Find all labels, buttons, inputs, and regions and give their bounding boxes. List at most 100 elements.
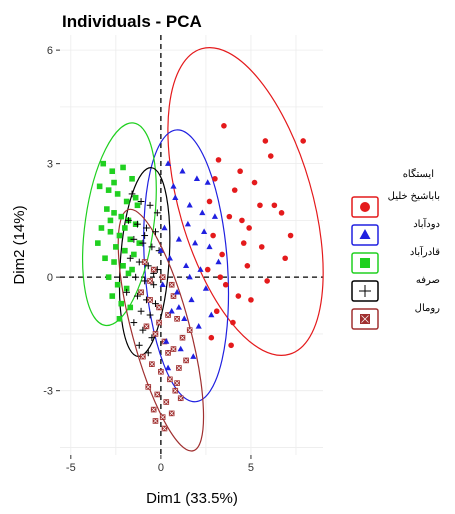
point-series-2-27 (170, 182, 177, 189)
point-series-1-28-shape (208, 334, 215, 341)
point-series-3-11 (111, 210, 117, 216)
point-series-2-22 (181, 315, 188, 322)
legend-marker-4 (359, 285, 371, 297)
point-series-1-17 (210, 232, 216, 239)
point-series-1-7 (251, 179, 258, 186)
point-series-1-29-shape (248, 297, 254, 303)
point-series-5-10-shape-x2 (144, 324, 149, 329)
point-series-2-1-shape (165, 160, 172, 166)
plot-panel (60, 35, 323, 455)
point-series-1-8 (212, 175, 218, 182)
x-axis-label: Dim1 (33.5%) (146, 490, 238, 507)
point-series-3-23-shape (102, 255, 108, 262)
point-series-4-25 (146, 311, 154, 319)
point-series-1-16-shape (271, 202, 278, 209)
point-series-3-16-shape (107, 228, 114, 235)
point-series-4-26 (130, 319, 138, 326)
point-series-4-1 (128, 190, 136, 198)
point-series-5-35-shape-x2 (171, 293, 176, 299)
point-series-4-2 (137, 198, 145, 205)
point-series-2-19 (188, 296, 195, 303)
point-series-5-15 (140, 353, 146, 360)
point-series-3-8 (123, 198, 130, 205)
point-series-2-9-shape (161, 224, 168, 231)
point-series-3-28-shape (114, 281, 121, 288)
point-series-1-12 (287, 232, 294, 239)
point-series-2-6 (186, 201, 193, 208)
point-series-5-17 (158, 368, 164, 375)
point-series-1-18-shape (240, 240, 247, 246)
point-series-2-5 (172, 194, 179, 200)
point-series-1-24 (235, 293, 242, 299)
point-series-4-11 (148, 243, 156, 251)
point-series-3-18-shape (127, 236, 134, 243)
x-tick-label: -5 (66, 462, 76, 474)
point-series-2-6-shape (186, 201, 193, 208)
data-points (95, 123, 306, 432)
point-series-3-38 (116, 315, 123, 322)
point-series-3-7-shape (114, 191, 121, 197)
point-series-2-8 (211, 213, 218, 219)
point-series-5-20 (145, 384, 152, 390)
point-series-2-12-shape (206, 243, 213, 250)
point-series-3-38-shape (116, 315, 123, 322)
point-series-3-35 (122, 225, 128, 231)
point-series-2-15-shape (197, 266, 204, 272)
point-series-1-19-shape (258, 244, 265, 250)
point-series-3-16 (107, 228, 114, 235)
point-series-1-6-shape (237, 168, 243, 175)
point-series-2-23 (195, 322, 202, 329)
point-series-5-25 (159, 414, 166, 420)
point-series-2-34-shape (165, 364, 172, 371)
point-series-5-14-shape-x2 (180, 335, 185, 340)
point-series-3-35-shape (122, 225, 128, 231)
point-series-1-23-shape (222, 281, 229, 288)
point-series-3-26 (129, 266, 135, 273)
point-series-3-4 (129, 175, 135, 182)
point-series-3-34 (95, 240, 101, 246)
point-series-3-24-shape (111, 259, 117, 265)
point-series-4-20 (123, 288, 131, 296)
point-series-5-8 (165, 312, 171, 318)
point-series-3-40 (111, 179, 117, 186)
point-series-5-19-shape-x2 (176, 365, 182, 371)
point-series-5-20-shape-x2 (146, 384, 151, 390)
point-series-1-33-shape (228, 342, 234, 349)
point-series-2-1 (165, 160, 172, 166)
point-series-5-23 (172, 387, 179, 394)
y-tick-label: -3 (43, 386, 53, 398)
point-series-5-34-shape-x2 (153, 418, 158, 424)
point-series-2-20 (202, 285, 209, 291)
x-tick-label: 5 (248, 462, 254, 474)
point-series-2-30-shape (157, 247, 164, 253)
legend-marker-1 (360, 202, 370, 212)
point-series-4-9 (130, 235, 138, 243)
point-series-2-27-shape (170, 182, 177, 189)
point-series-5-29-shape-x2 (156, 320, 162, 325)
point-series-3-9-shape (134, 202, 141, 209)
point-series-3-24 (111, 259, 117, 265)
point-series-1-20 (219, 251, 225, 258)
point-series-1-6 (237, 168, 243, 175)
point-series-3-2-shape (109, 168, 116, 175)
point-series-4-3 (146, 201, 154, 209)
point-series-2-12 (206, 243, 213, 250)
point-series-1-23 (222, 281, 229, 288)
point-series-3-11-shape (111, 210, 117, 216)
point-series-5-28 (147, 278, 153, 284)
point-series-2-33-shape (186, 273, 193, 280)
point-series-5-17-shape-x2 (158, 369, 164, 374)
point-series-3-19 (136, 240, 143, 246)
point-series-1-27 (230, 319, 236, 326)
point-series-3-33-shape (127, 304, 134, 311)
legend-marker-3-shape (360, 258, 370, 268)
point-series-3-12 (118, 213, 125, 220)
point-series-1-18 (240, 240, 247, 246)
point-series-5-21 (154, 391, 161, 398)
point-series-1-25-shape (264, 278, 270, 284)
point-series-1-16 (271, 202, 278, 209)
point-series-5-14 (179, 334, 186, 341)
point-series-5-6-shape-x2 (147, 297, 153, 303)
point-series-5-16-shape-x2 (149, 361, 155, 367)
